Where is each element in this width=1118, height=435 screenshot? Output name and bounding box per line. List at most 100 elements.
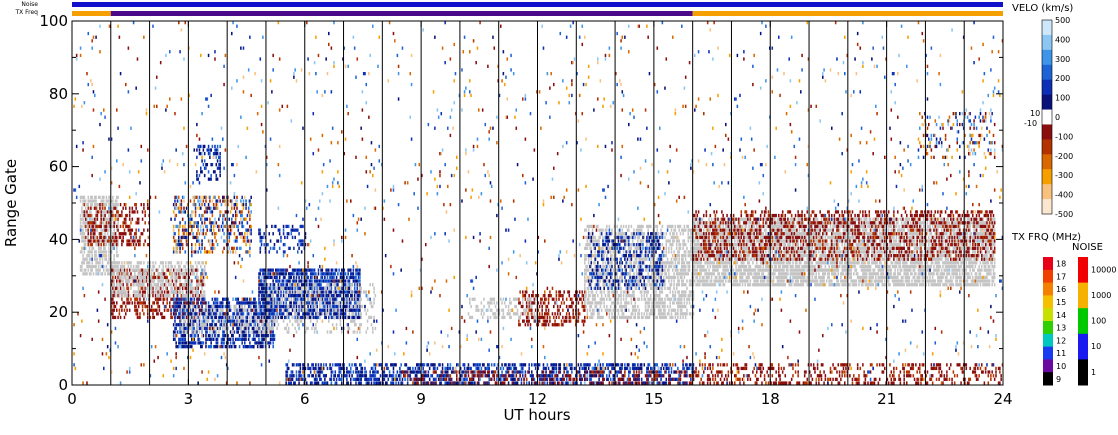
- data-point: [320, 283, 322, 287]
- data-point: [577, 308, 580, 312]
- data-point: [218, 330, 220, 334]
- data-point: [112, 243, 114, 247]
- data-point: [117, 228, 119, 232]
- data-point: [269, 319, 272, 323]
- data-point: [637, 264, 639, 269]
- data-point: [359, 326, 361, 331]
- data-point: [121, 239, 123, 243]
- data-point: [232, 312, 234, 316]
- data-point: [191, 337, 193, 341]
- data-point: [108, 254, 110, 258]
- data-point: [172, 239, 175, 243]
- data-point: [312, 290, 315, 294]
- data-point: [96, 235, 99, 240]
- data-point: [110, 206, 113, 210]
- data-point: [157, 279, 159, 283]
- data-point: [128, 268, 131, 272]
- data-point: [178, 268, 180, 272]
- data-point: [200, 144, 202, 149]
- data-point: [298, 323, 300, 327]
- data-point: [250, 308, 252, 312]
- data-point: [558, 290, 560, 294]
- data-point: [624, 304, 626, 309]
- data-point: [238, 323, 241, 327]
- data-point: [259, 272, 262, 276]
- data-point: [620, 301, 622, 305]
- data-point: [192, 286, 194, 290]
- data-point: [273, 243, 276, 247]
- data-point: [330, 275, 333, 280]
- data-point: [179, 297, 181, 301]
- data-point: [584, 261, 586, 265]
- data-point: [202, 301, 205, 305]
- data-point: [181, 330, 184, 334]
- data-point: [335, 290, 338, 294]
- data-point: [287, 326, 290, 331]
- data-point: [203, 315, 206, 320]
- data-point: [136, 221, 139, 225]
- data-point: [189, 232, 192, 236]
- data-point: [233, 221, 236, 225]
- data-point: [191, 264, 193, 269]
- data-point: [359, 301, 361, 305]
- data-point: [179, 210, 181, 214]
- data-point: [558, 315, 560, 320]
- data-point: [347, 297, 349, 301]
- data-point: [282, 308, 285, 312]
- data-point: [630, 268, 633, 272]
- data-point: [259, 312, 262, 316]
- data-point: [105, 210, 108, 214]
- data-point: [161, 290, 163, 294]
- data-point: [125, 294, 127, 298]
- data-point: [638, 228, 640, 232]
- data-point: [185, 323, 188, 327]
- data-point: [139, 261, 141, 265]
- data-point: [555, 294, 558, 298]
- data-point: [262, 304, 264, 309]
- data-point: [131, 268, 134, 272]
- data-point: [210, 221, 212, 225]
- data-point: [637, 232, 639, 236]
- data-point: [480, 308, 483, 312]
- data-point: [202, 232, 205, 236]
- data-point: [538, 319, 541, 323]
- data-point: [524, 290, 527, 294]
- data-point: [197, 177, 199, 181]
- data-point: [112, 268, 114, 272]
- data-point: [269, 286, 272, 290]
- data-point: [205, 330, 207, 334]
- data-point: [110, 217, 113, 221]
- data-point: [241, 341, 243, 345]
- data-point: [94, 203, 96, 207]
- data-point: [207, 170, 210, 174]
- data-point: [91, 264, 93, 269]
- data-point: [249, 341, 251, 345]
- data-point: [259, 319, 262, 323]
- data-point: [175, 341, 177, 345]
- data-point: [181, 272, 184, 276]
- data-point: [262, 294, 264, 298]
- data-point: [275, 297, 277, 301]
- data-point: [291, 308, 294, 312]
- data-point: [277, 290, 280, 294]
- data-point: [156, 297, 158, 301]
- data-point: [212, 308, 215, 312]
- data-point: [202, 228, 205, 232]
- data-point: [134, 232, 136, 236]
- data-point: [238, 334, 241, 338]
- data-point: [300, 279, 303, 283]
- data-point: [625, 286, 627, 290]
- data-point: [207, 345, 210, 349]
- data-point: [193, 312, 196, 316]
- data-point: [113, 243, 115, 247]
- data-point: [233, 224, 236, 229]
- data-point: [106, 228, 109, 232]
- data-point: [159, 290, 162, 294]
- data-point: [290, 228, 293, 232]
- data-point: [246, 323, 249, 327]
- data-point: [110, 312, 113, 316]
- data-point: [234, 319, 237, 323]
- data-point: [582, 304, 585, 309]
- data-point: [291, 228, 294, 232]
- txfreq-bar-label: TX Freq: [14, 9, 38, 16]
